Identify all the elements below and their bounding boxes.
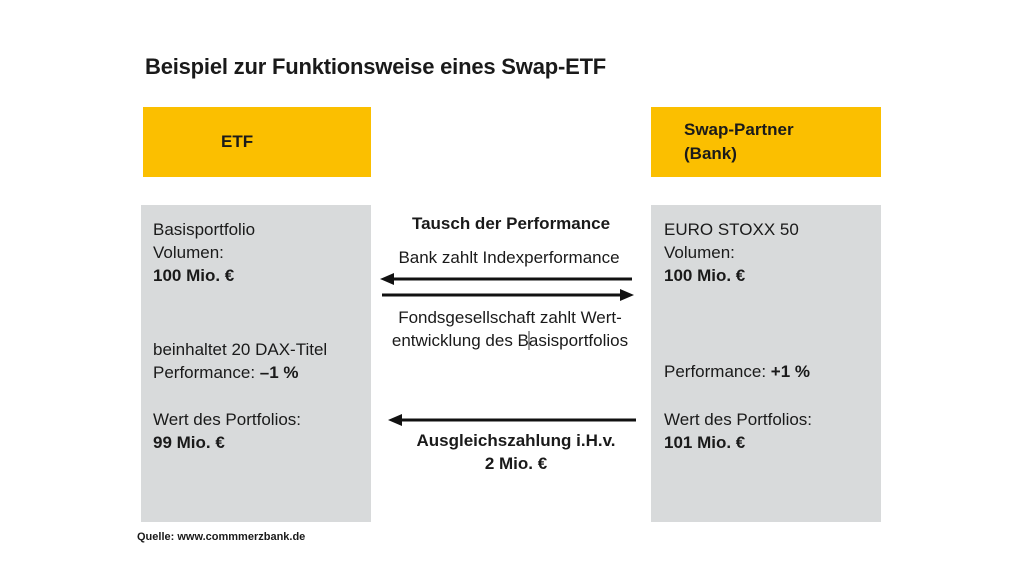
partner-performance: Performance: +1 % <box>664 360 810 383</box>
bank-pays-label: Bank zahlt Indexperformance <box>398 248 620 267</box>
etf-description: Basisportfolio Volumen: 100 Mio. € <box>153 218 255 287</box>
etf-holdings-block: beinhaltet 20 DAX-Titel Performance: –1 … <box>153 338 327 384</box>
etf-performance-label: Performance: <box>153 363 260 382</box>
compensation-label: Ausgleichszahlung i.H.v. 2 Mio. € <box>385 429 647 475</box>
partner-volume-label: Volumen: <box>664 243 735 262</box>
partner-line-index: EURO STOXX 50 <box>664 220 799 239</box>
etf-volume-label: Volumen: <box>153 243 224 262</box>
fund-pays-label: Fondsgesellschaft zahlt Wert- entwicklun… <box>370 306 650 352</box>
compensation-line1: Ausgleichszahlung i.H.v. <box>416 431 616 450</box>
arrow-etf-to-bank <box>382 289 634 301</box>
etf-value-label: Wert des Portfolios: <box>153 410 302 429</box>
swap-partner-header: Swap-Partner (Bank) <box>651 107 881 177</box>
etf-header-label: ETF <box>221 132 254 151</box>
partner-performance-label: Performance: <box>664 362 771 381</box>
fund-pays-line2: entwicklung des Basisportfolios <box>391 331 629 350</box>
partner-performance-value: +1 % <box>770 362 810 381</box>
arrow-compensation <box>388 414 636 426</box>
etf-performance-value: –1 % <box>259 363 299 382</box>
etf-line-basisportfolio: Basisportfolio <box>153 220 256 239</box>
compensation-line2: 2 Mio. € <box>484 454 548 473</box>
etf-header: ETF <box>143 107 371 177</box>
etf-value: 99 Mio. € <box>153 433 225 452</box>
source-note: Quelle: www.commmerzbank.de <box>137 531 306 543</box>
etf-value-block: Wert des Portfolios: 99 Mio. € <box>153 408 301 454</box>
partner-value-block: Wert des Portfolios: 101 Mio. € <box>664 408 812 454</box>
fund-pays-line1: Fondsgesellschaft zahlt Wert- <box>398 308 622 327</box>
etf-volume-value: 100 Mio. € <box>153 266 235 285</box>
partner-value-label: Wert des Portfolios: <box>664 410 813 429</box>
etf-holdings: beinhaltet 20 DAX-Titel <box>153 340 328 359</box>
partner-description: EURO STOXX 50 Volumen: 100 Mio. € <box>664 218 799 287</box>
swap-partner-panel <box>651 205 881 522</box>
etf-panel <box>141 205 371 522</box>
arrow-bank-to-etf <box>380 273 632 285</box>
partner-volume-value: 100 Mio. € <box>664 266 746 285</box>
swap-partner-header-label: Swap-Partner (Bank) <box>684 120 794 163</box>
partner-value: 101 Mio. € <box>664 433 746 452</box>
etf-performance: Performance: –1 % <box>153 361 327 384</box>
exchange-heading: Tausch der Performance <box>411 214 611 233</box>
page-title: Beispiel zur Funktionsweise eines Swap-E… <box>145 54 607 79</box>
